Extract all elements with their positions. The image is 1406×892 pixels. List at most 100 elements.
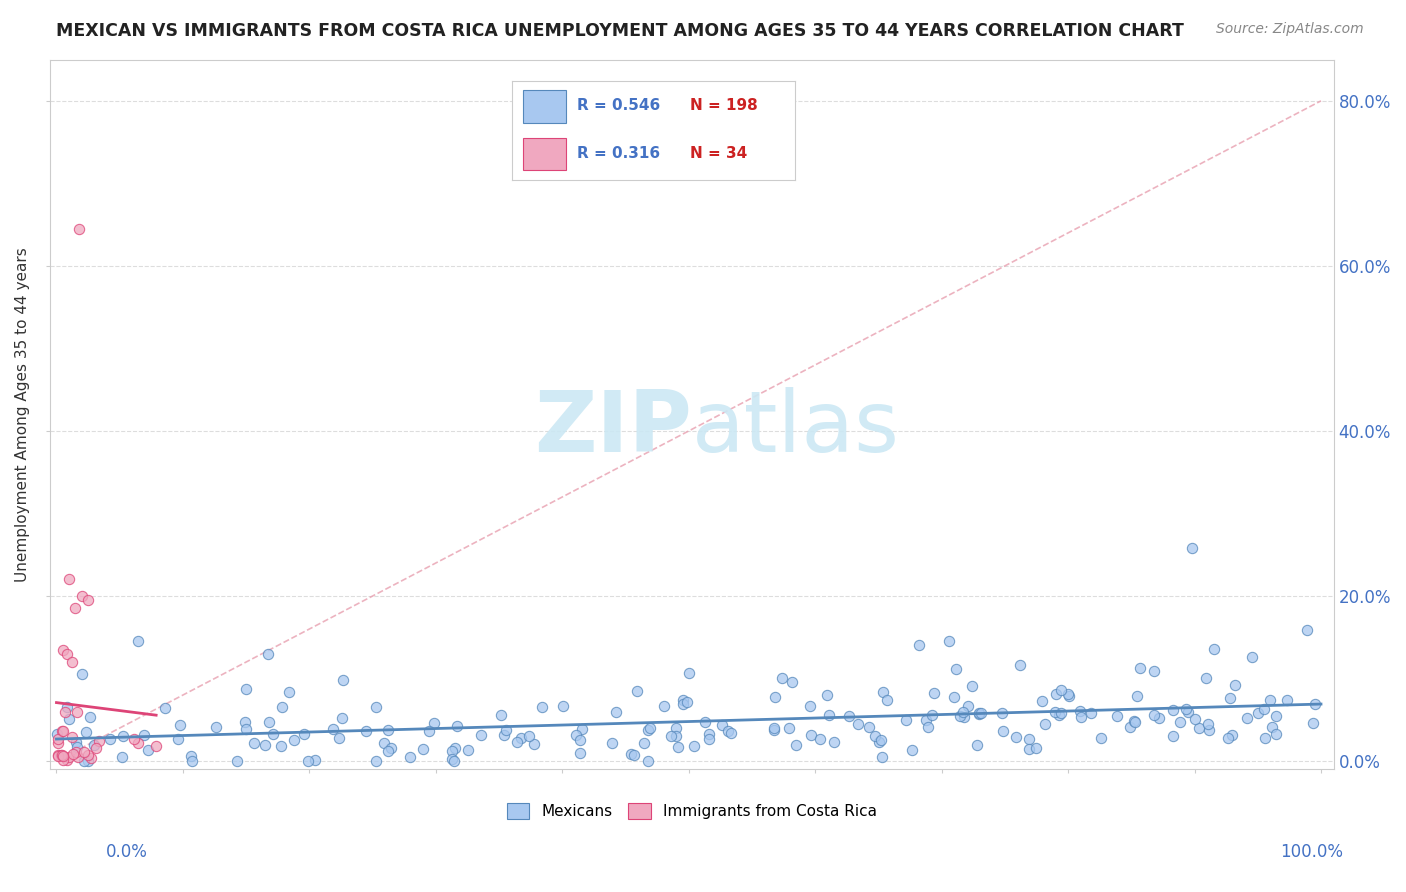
Point — [1261, 720, 1284, 734]
Point — [785, 739, 807, 753]
Point — [1275, 693, 1298, 707]
Point — [58, 573, 80, 587]
Point — [1216, 731, 1239, 746]
Point — [763, 690, 786, 704]
Point — [1202, 642, 1225, 657]
Point — [443, 754, 465, 768]
Point — [838, 708, 860, 723]
Point — [111, 750, 134, 764]
Point — [510, 731, 533, 746]
Point — [915, 713, 938, 727]
Point — [952, 710, 974, 724]
Point — [87, 733, 110, 747]
Point — [869, 735, 891, 749]
Text: ZIP: ZIP — [534, 387, 692, 470]
Legend: Mexicans, Immigrants from Costa Rica: Mexicans, Immigrants from Costa Rica — [501, 797, 883, 825]
Point — [1188, 721, 1211, 735]
Point — [553, 699, 575, 714]
Point — [332, 673, 354, 687]
Point — [872, 685, 894, 699]
Point — [970, 706, 993, 721]
Point — [457, 743, 479, 757]
Point — [1246, 706, 1268, 720]
Point — [710, 718, 733, 732]
Point — [446, 719, 468, 733]
Point — [1265, 727, 1288, 741]
Point — [56, 700, 79, 714]
Point — [257, 648, 280, 662]
Point — [495, 723, 517, 737]
Point — [83, 738, 105, 752]
Point — [1057, 689, 1080, 703]
Point — [1240, 650, 1263, 665]
Point — [1181, 541, 1204, 555]
Text: 0.0%: 0.0% — [105, 843, 148, 861]
Point — [1126, 689, 1149, 703]
Point — [991, 706, 1014, 720]
Point — [489, 707, 512, 722]
Point — [398, 750, 420, 764]
Point — [506, 735, 529, 749]
Point — [53, 705, 76, 719]
Point — [808, 731, 831, 746]
Point — [242, 735, 264, 749]
Point — [66, 705, 89, 719]
Point — [666, 740, 689, 755]
Point — [235, 681, 257, 696]
Point — [917, 720, 939, 734]
Point — [993, 723, 1015, 738]
Point — [1107, 709, 1129, 723]
Point — [1143, 708, 1166, 723]
Point — [235, 722, 257, 736]
Point — [1195, 671, 1218, 685]
Point — [967, 707, 990, 722]
Point — [763, 723, 786, 737]
Point — [418, 723, 440, 738]
Point — [1129, 661, 1152, 675]
Point — [695, 714, 717, 729]
Point — [65, 601, 87, 615]
Point — [626, 683, 648, 698]
Point — [73, 754, 96, 768]
Text: 100.0%: 100.0% — [1279, 843, 1343, 861]
Point — [270, 700, 292, 714]
Point — [717, 724, 740, 739]
Point — [633, 736, 655, 750]
Point — [605, 705, 627, 719]
Point — [1125, 714, 1147, 729]
Point — [330, 711, 353, 725]
Point — [1047, 707, 1070, 722]
Point — [1050, 706, 1073, 720]
Point — [638, 721, 661, 735]
Point — [1056, 687, 1078, 701]
Point — [619, 747, 641, 761]
Point — [111, 729, 134, 743]
Point — [1149, 711, 1171, 725]
Point — [1161, 729, 1184, 743]
Point — [1220, 728, 1243, 742]
Point — [530, 700, 553, 714]
Point — [444, 740, 467, 755]
Point — [270, 739, 292, 754]
Point — [1004, 730, 1026, 744]
Point — [858, 720, 880, 734]
Point — [136, 742, 159, 756]
Point — [60, 730, 83, 744]
Point — [52, 749, 75, 764]
Point — [166, 731, 188, 746]
Point — [364, 754, 387, 768]
Point — [181, 754, 204, 768]
Point — [1018, 731, 1040, 746]
Point — [145, 739, 167, 754]
Point — [952, 705, 974, 719]
Point — [872, 750, 894, 764]
Point — [652, 698, 675, 713]
Point — [84, 741, 107, 756]
Point — [1033, 716, 1056, 731]
Point — [815, 689, 838, 703]
Point — [58, 750, 80, 764]
Point — [623, 748, 645, 763]
Point — [51, 724, 73, 739]
Point — [134, 728, 156, 742]
Point — [180, 749, 202, 764]
